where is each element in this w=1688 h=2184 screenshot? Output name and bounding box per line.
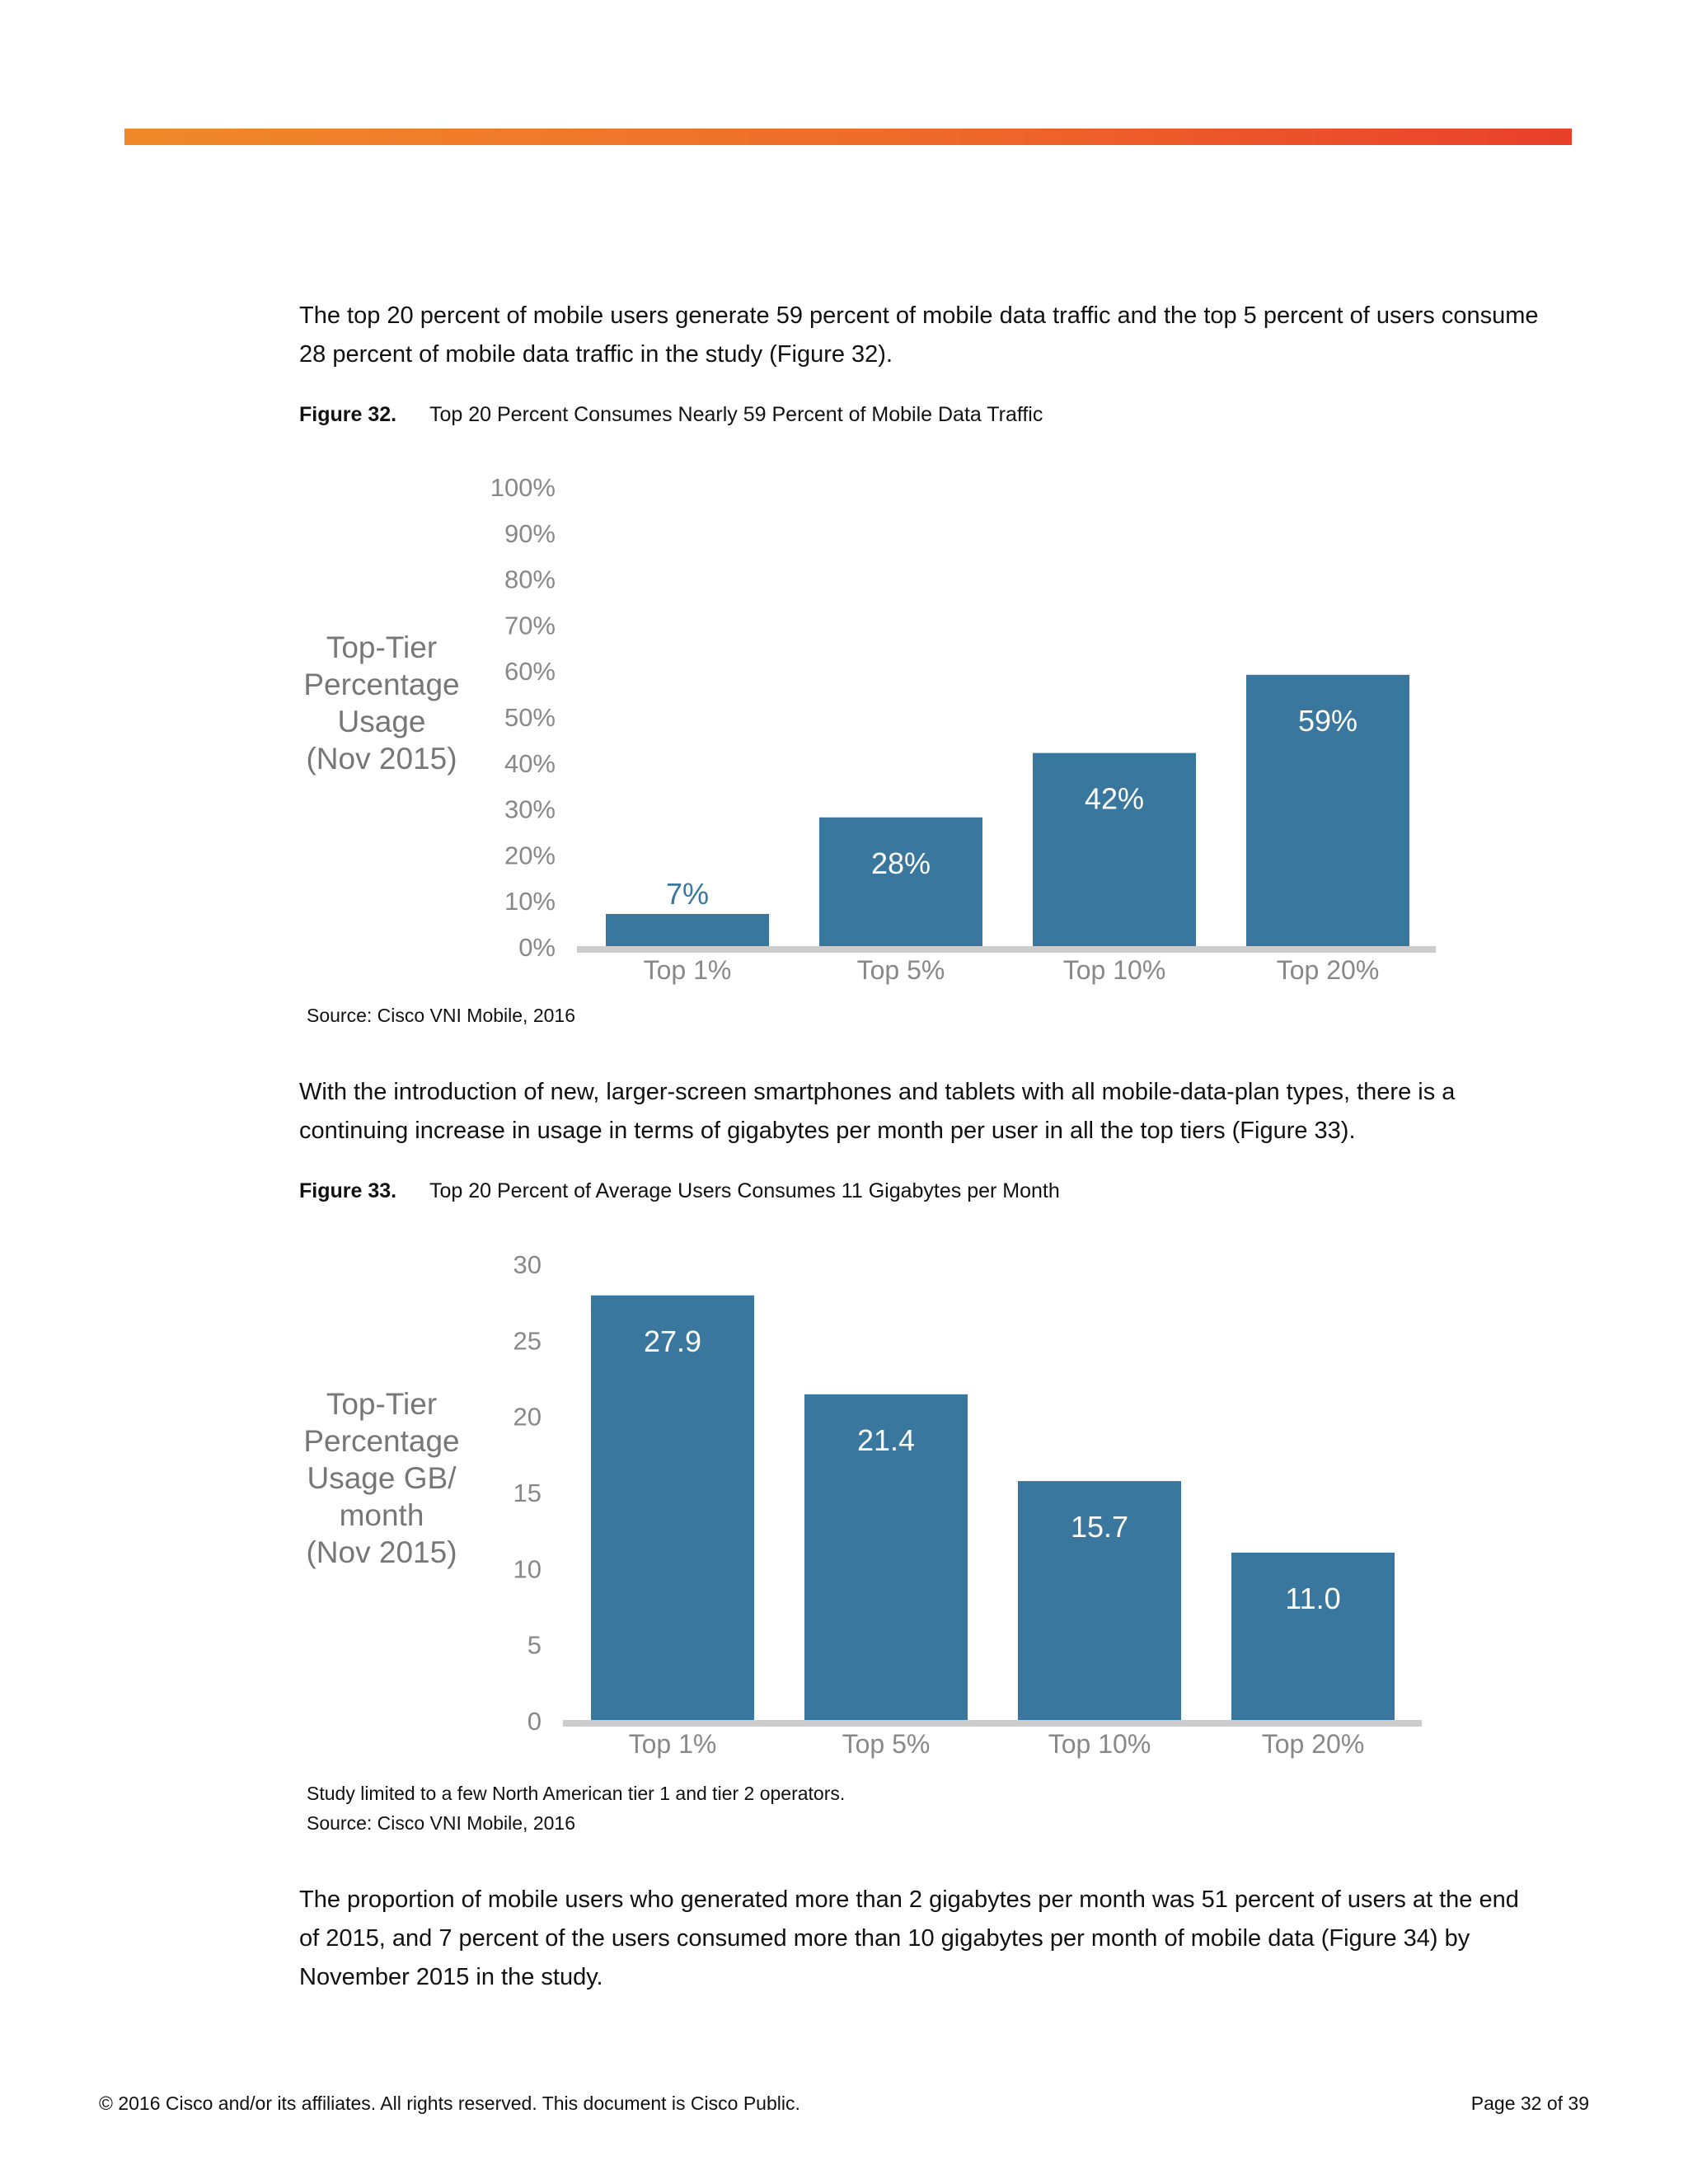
y-tick-label: 70% bbox=[504, 611, 556, 640]
y-axis-title-line: Percentage bbox=[303, 1424, 459, 1458]
y-axis-title-line: Top-Tier bbox=[326, 1387, 437, 1421]
bar bbox=[1246, 674, 1409, 946]
x-category-label: Top 10% bbox=[1063, 955, 1166, 985]
data-label: 28% bbox=[871, 846, 931, 880]
data-label: 27.9 bbox=[644, 1324, 701, 1358]
x-category-label: Top 20% bbox=[1277, 955, 1380, 985]
figure-33-bar-chart: Top-Tier Percentage Usage GB/month (Nov 201… bbox=[303, 1250, 1422, 1759]
figure-33-caption: Figure 33. Top 20 Percent of Average User… bbox=[299, 1179, 1060, 1203]
y-axis-title-line: Usage GB/ bbox=[307, 1461, 457, 1495]
figure-32-title: Top 20 Percent Consumes Nearly 59 Percen… bbox=[429, 403, 1043, 426]
data-label: 15.7 bbox=[1071, 1510, 1128, 1544]
paragraph-intro: The top 20 percent of mobile users gener… bbox=[299, 302, 1539, 368]
x-category-label: Top 1% bbox=[629, 1729, 717, 1759]
y-tick-label: 60% bbox=[504, 657, 556, 686]
data-label: 11.0 bbox=[1285, 1582, 1340, 1615]
bar bbox=[1018, 1481, 1181, 1720]
bar bbox=[804, 1394, 968, 1720]
y-tick-label: 30% bbox=[504, 795, 556, 824]
figure-32-source: Source: Cisco VNI Mobile, 2016 bbox=[307, 1005, 575, 1026]
data-label: 21.4 bbox=[857, 1423, 915, 1457]
figure-33-number: Figure 33. bbox=[299, 1179, 397, 1202]
figure-33-source: Source: Cisco VNI Mobile, 2016 bbox=[307, 1812, 575, 1834]
footer-copyright: © 2016 Cisco and/or its affiliates. All … bbox=[99, 2093, 800, 2114]
figure-33-note: Study limited to a few North American ti… bbox=[307, 1783, 846, 1804]
y-tick-label: 30 bbox=[513, 1250, 542, 1279]
paragraph-larger-screens: With the introduction of new, larger-scr… bbox=[299, 1079, 1456, 1144]
y-axis-title-line: Top-Tier bbox=[326, 630, 437, 664]
y-axis-title-line: Percentage bbox=[303, 668, 459, 701]
y-tick-label: 10 bbox=[513, 1554, 542, 1583]
bar bbox=[819, 817, 982, 946]
figure-32-caption: Figure 32. Top 20 Percent Consumes Nearly… bbox=[299, 402, 1043, 427]
x-category-label: Top 5% bbox=[842, 1729, 931, 1759]
x-category-label: Top 20% bbox=[1262, 1729, 1365, 1759]
y-tick-label: 0% bbox=[518, 933, 556, 962]
y-axis-title: Top-Tier Percentage Usage (Nov 2015) bbox=[303, 630, 459, 776]
data-label: 59% bbox=[1298, 704, 1357, 738]
data-label: 42% bbox=[1085, 782, 1144, 816]
header-accent-bar bbox=[124, 129, 1572, 145]
y-axis-title: Top-Tier Percentage Usage GB/month (Nov 201… bbox=[303, 1387, 459, 1569]
paragraph-proportion: The proportion of mobile users who gener… bbox=[299, 1886, 1519, 1990]
x-category-label: Top 5% bbox=[857, 955, 945, 985]
figure-33-title: Top 20 Percent of Average Users Consumes… bbox=[429, 1179, 1060, 1202]
y-tick-label: 25 bbox=[513, 1326, 542, 1355]
y-tick-label: 10% bbox=[504, 887, 556, 916]
bar bbox=[591, 1295, 754, 1720]
y-tick-label: 80% bbox=[504, 565, 556, 594]
bar bbox=[1231, 1552, 1395, 1720]
bar bbox=[1033, 752, 1196, 946]
figure-32-bar-chart: Top-Tier Percentage Usage (Nov 2015) 0% 10% 20… bbox=[303, 473, 1436, 985]
y-axis-title-line: Usage bbox=[338, 705, 426, 738]
x-category-label: Top 1% bbox=[644, 955, 732, 985]
y-tick-label: 0 bbox=[528, 1707, 542, 1736]
y-tick-label: 40% bbox=[504, 749, 556, 778]
y-axis-title-line: month bbox=[340, 1498, 424, 1532]
y-tick-label: 20% bbox=[504, 841, 556, 869]
y-axis-title-line: (Nov 2015) bbox=[306, 742, 457, 776]
y-tick-label: 5 bbox=[528, 1631, 542, 1660]
footer-page-number: Page 32 of 39 bbox=[1470, 2093, 1589, 2114]
y-tick-label: 100% bbox=[490, 473, 556, 502]
y-tick-label: 20 bbox=[513, 1403, 542, 1432]
y-tick-label: 90% bbox=[504, 519, 556, 548]
y-axis-title-line: (Nov 2015) bbox=[306, 1535, 457, 1569]
y-tick-label: 15 bbox=[513, 1479, 542, 1507]
data-label: 7% bbox=[666, 877, 709, 911]
y-tick-label: 50% bbox=[504, 703, 556, 732]
bar bbox=[606, 913, 769, 946]
x-category-label: Top 10% bbox=[1048, 1729, 1151, 1759]
figure-32-number: Figure 32. bbox=[299, 403, 397, 426]
